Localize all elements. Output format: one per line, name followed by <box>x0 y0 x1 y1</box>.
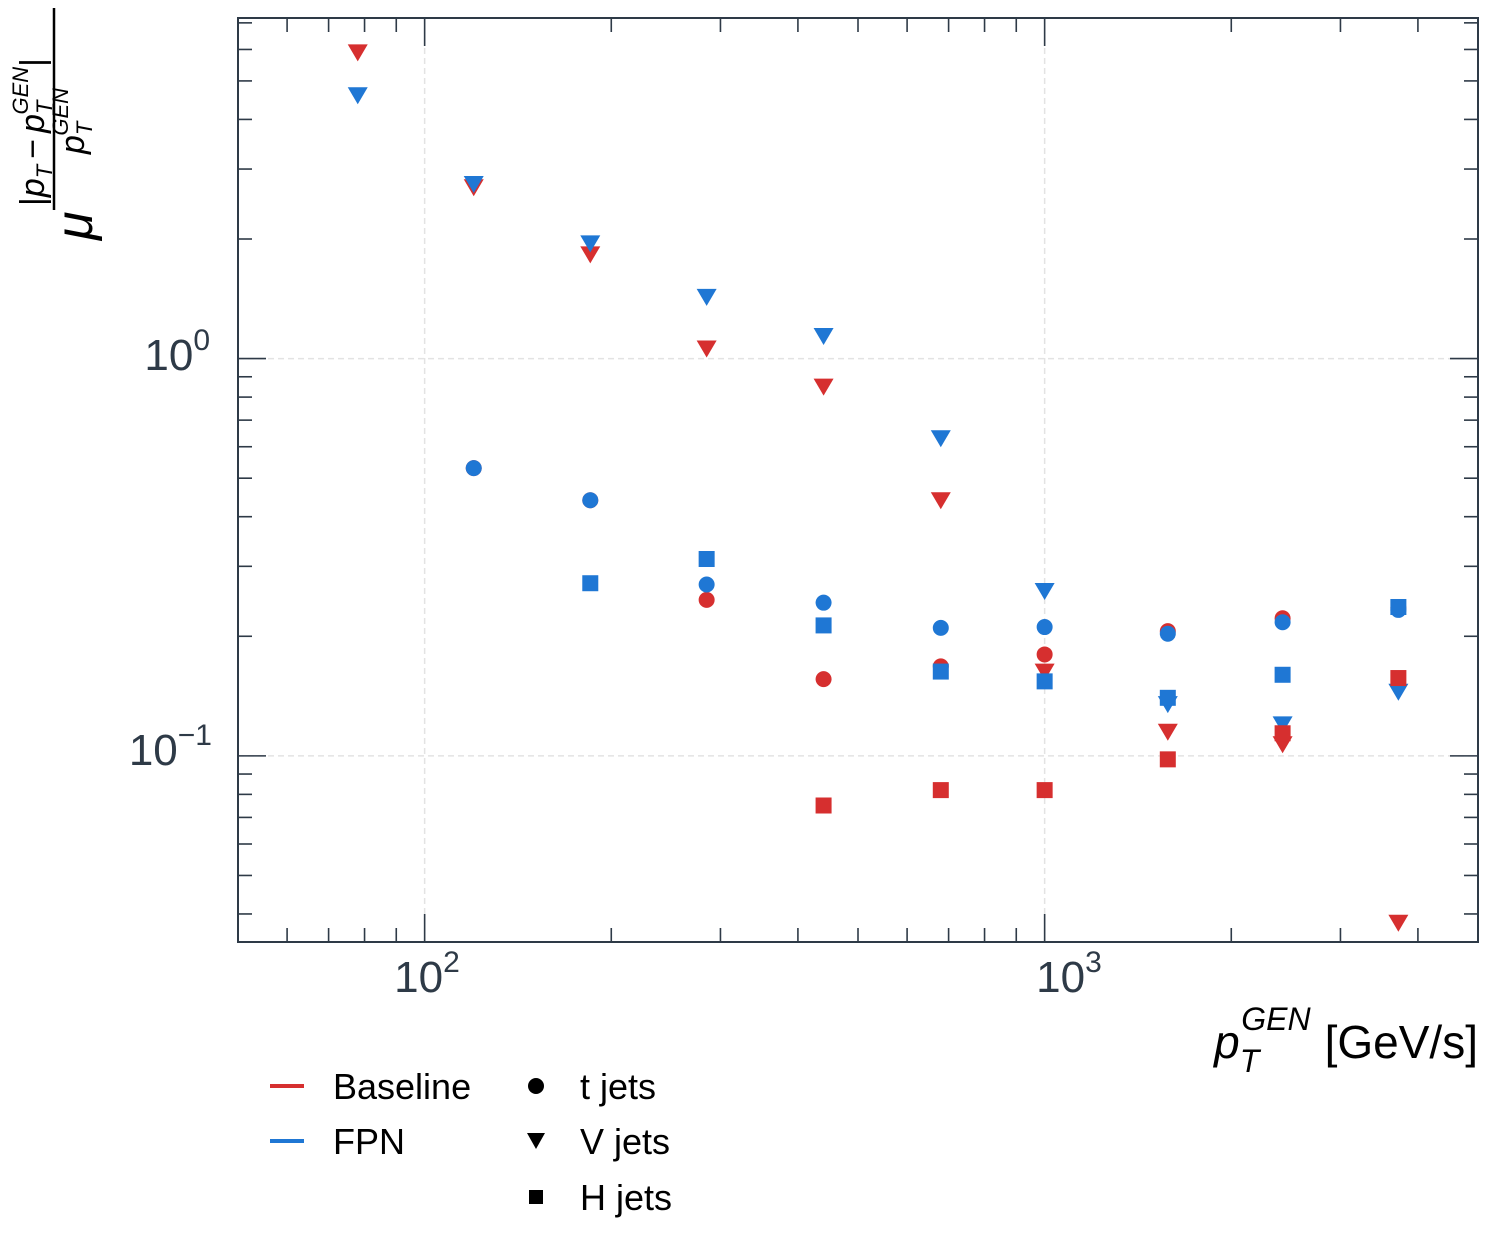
legend-h-jets-label: H jets <box>580 1177 672 1218</box>
grid <box>238 18 1478 942</box>
baseline-h-jets-point <box>1390 670 1407 687</box>
baseline-h-jets-point <box>815 797 832 814</box>
baseline-v-jets-point <box>696 340 717 358</box>
plot-frame <box>237 17 1479 943</box>
fpn-h-jets-point <box>932 663 949 680</box>
fpn-v-jets-point <box>696 288 717 306</box>
fpn-v-jets-point <box>580 235 601 253</box>
fpn-v-jets-point <box>463 176 484 194</box>
fpn-h-jets-point <box>1390 598 1407 615</box>
baseline-v-jets-point <box>930 492 951 510</box>
baseline-h-jets-point <box>1274 725 1291 742</box>
fpn-h-jets-point <box>582 575 599 592</box>
y-tick-label-0.1: 10−1 <box>129 719 212 775</box>
baseline-h-jets-point <box>932 782 949 799</box>
fpn-t-jets-point <box>1036 619 1053 636</box>
baseline-v-jets-point <box>1157 723 1178 741</box>
baseline-v-jets-point <box>1034 663 1055 681</box>
fpn-h-jets-point <box>1159 689 1176 706</box>
fpn-h-jets-point <box>1274 666 1291 683</box>
x-tick-label-100: 102 <box>394 946 460 1002</box>
data-points <box>347 44 1409 932</box>
fpn-v-jets-point <box>1034 583 1055 601</box>
legend: Baseline FPN t jets V jets H jets <box>270 1066 672 1218</box>
baseline-v-jets-point <box>813 378 834 396</box>
fpn-t-jets-point <box>465 460 482 477</box>
fpn-t-jets-point <box>815 594 832 611</box>
legend-v-jets-marker <box>527 1133 545 1149</box>
baseline-t-jets-point <box>698 591 715 608</box>
major-ticks <box>238 18 1478 942</box>
baseline-t-jets-point <box>1036 646 1053 663</box>
legend-t-jets-label: t jets <box>580 1066 656 1107</box>
x-tick-label-1000: 103 <box>1036 946 1102 1002</box>
baseline-h-jets-point <box>1036 782 1053 799</box>
fpn-h-jets-point <box>698 551 715 568</box>
y-tick-label-1: 100 <box>144 324 210 380</box>
fpn-t-jets-point <box>698 576 715 593</box>
legend-h-jets-marker <box>529 1190 543 1204</box>
legend-fpn-label: FPN <box>333 1121 405 1162</box>
baseline-v-jets-point <box>580 246 601 264</box>
baseline-h-jets-point <box>1159 751 1176 768</box>
legend-t-jets-marker <box>528 1078 544 1094</box>
fpn-t-jets-point <box>932 619 949 636</box>
legend-v-jets-label: V jets <box>580 1121 670 1162</box>
fpn-v-jets-point <box>1272 716 1293 734</box>
fpn-v-jets-point <box>1388 683 1409 701</box>
fpn-v-jets-point <box>930 430 951 448</box>
svg-text:pTGEN: pTGEN <box>48 88 97 155</box>
legend-baseline-label: Baseline <box>333 1066 471 1107</box>
baseline-v-jets-point <box>347 44 368 62</box>
svg-text:μ: μ <box>46 212 104 243</box>
fpn-h-jets-point <box>1036 673 1053 690</box>
baseline-t-jets-point <box>815 671 832 688</box>
fpn-v-jets-point <box>813 327 834 345</box>
x-axis-label: pTGEN [GeV/s] <box>1212 1001 1478 1079</box>
svg-text:|pT−pTGEN|: |pT−pTGEN| <box>8 58 57 206</box>
fpn-h-jets-point <box>815 617 832 634</box>
y-axis-label: μ |pT−pTGEN| pTGEN <box>8 8 104 242</box>
fpn-v-jets-point <box>347 87 368 105</box>
baseline-v-jets-point <box>1388 914 1409 932</box>
fpn-t-jets-point <box>1274 614 1291 631</box>
fpn-t-jets-point <box>1159 625 1176 642</box>
fpn-t-jets-point <box>582 492 599 509</box>
